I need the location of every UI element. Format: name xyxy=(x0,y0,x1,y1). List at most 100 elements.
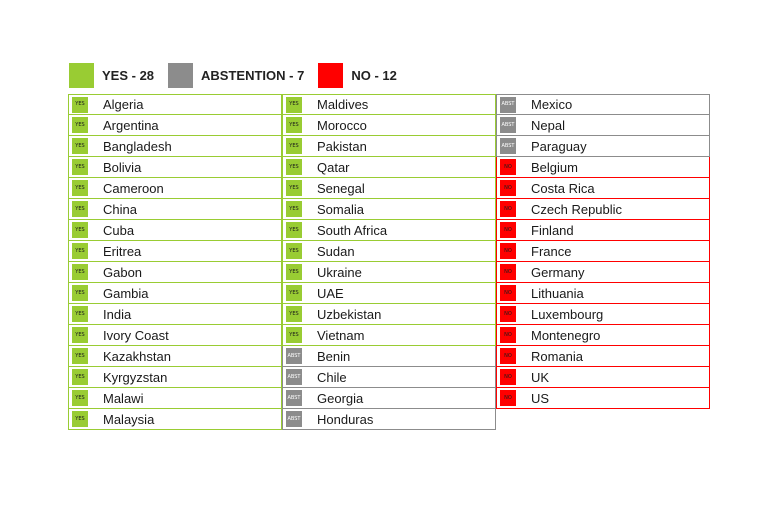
vote-column-2: YES Maldives YES Morocco YES Pakistan YES Qatar… xyxy=(282,94,496,430)
vote-yes-badge: YES xyxy=(72,327,88,343)
country-row: ABST Georgia xyxy=(282,388,496,409)
legend-no-swatch xyxy=(318,62,344,88)
country-name: UAE xyxy=(317,285,344,301)
vote-yes-badge: YES xyxy=(72,201,88,217)
vote-abst-badge: ABST xyxy=(500,96,516,113)
country-row: YES Gambia xyxy=(68,283,282,304)
country-row: ABST Honduras xyxy=(282,409,496,430)
country-name: Czech Republic xyxy=(531,201,623,217)
vote-no-badge: NO xyxy=(500,159,516,175)
country-row: NO Germany xyxy=(496,262,710,283)
country-row: YES Malaysia xyxy=(68,409,282,430)
country-row: ABST Benin xyxy=(282,346,496,367)
country-name: Kazakhstan xyxy=(103,348,171,364)
vote-yes-badge: YES xyxy=(286,306,302,322)
vote-abst-badge: ABST xyxy=(286,348,302,364)
vote-yes-badge: YES xyxy=(286,96,302,113)
vote-yes-badge: YES xyxy=(286,243,302,259)
vote-yes-badge: YES xyxy=(286,159,302,175)
legend-yes: YES - 28 xyxy=(69,62,155,88)
country-name: Malaysia xyxy=(103,411,155,427)
country-name: South Africa xyxy=(317,222,388,238)
country-row: YES Cuba xyxy=(68,220,282,241)
country-row: NO Lithuania xyxy=(496,283,710,304)
country-row: NO Czech Republic xyxy=(496,199,710,220)
vote-no-badge: NO xyxy=(500,369,516,385)
vote-no-badge: NO xyxy=(500,390,516,406)
country-name: Montenegro xyxy=(531,327,601,343)
country-name: Nepal xyxy=(531,117,565,133)
legend-abstention-swatch xyxy=(168,62,194,88)
vote-column-3: ABST Mexico ABST Nepal ABST Paraguay NO Belgium… xyxy=(496,94,710,409)
country-name: Pakistan xyxy=(317,138,367,154)
country-name: Lithuania xyxy=(531,285,584,301)
legend-yes-label: YES - 28 xyxy=(102,67,155,83)
vote-no-badge: NO xyxy=(500,180,516,196)
country-name: Germany xyxy=(531,264,585,280)
country-name: Uzbekistan xyxy=(317,306,382,322)
vote-yes-badge: YES xyxy=(72,285,88,301)
country-name: Honduras xyxy=(317,411,374,427)
country-name: Somalia xyxy=(317,201,364,217)
country-name: Kyrgyzstan xyxy=(103,369,168,385)
country-name: Gabon xyxy=(103,264,143,280)
vote-abst-badge: ABST xyxy=(286,411,302,427)
country-row: YES Senegal xyxy=(282,178,496,199)
country-name: Finland xyxy=(531,222,574,238)
vote-yes-badge: YES xyxy=(286,201,302,217)
country-row: NO UK xyxy=(496,367,710,388)
country-row: YES Cameroon xyxy=(68,178,282,199)
country-name: Senegal xyxy=(317,180,365,196)
country-name: Mexico xyxy=(531,97,573,112)
vote-yes-badge: YES xyxy=(72,96,88,113)
country-name: Malawi xyxy=(103,390,144,406)
country-name: Cameroon xyxy=(103,180,164,196)
vote-no-badge: NO xyxy=(500,201,516,217)
country-row: NO France xyxy=(496,241,710,262)
vote-yes-badge: YES xyxy=(72,348,88,364)
country-row: YES Bangladesh xyxy=(68,136,282,157)
country-name: Gambia xyxy=(103,285,149,301)
vote-yes-badge: YES xyxy=(72,117,88,133)
country-row: YES Algeria xyxy=(68,94,282,115)
vote-yes-badge: YES xyxy=(286,180,302,196)
vote-legend: YES - 28 ABSTENTION - 7 NO - 12 xyxy=(69,62,411,88)
country-name: Belgium xyxy=(531,159,578,175)
vote-abst-badge: ABST xyxy=(286,390,302,406)
country-row: YES Bolivia xyxy=(68,157,282,178)
vote-no-badge: NO xyxy=(500,306,516,322)
country-row: YES UAE xyxy=(282,283,496,304)
country-row: YES India xyxy=(68,304,282,325)
vote-table: YES Algeria YES Argentina YES Bangladesh YES Bo… xyxy=(68,94,710,454)
vote-abst-badge: ABST xyxy=(500,117,516,133)
country-name: Morocco xyxy=(317,117,367,133)
country-row: YES Maldives xyxy=(282,94,496,115)
country-row: YES Morocco xyxy=(282,115,496,136)
vote-no-badge: NO xyxy=(500,348,516,364)
legend-abstention-label: ABSTENTION - 7 xyxy=(201,67,305,83)
legend-no: NO - 12 xyxy=(318,62,397,88)
vote-no-badge: NO xyxy=(500,222,516,238)
country-row: ABST Mexico xyxy=(496,94,710,115)
country-name: US xyxy=(531,390,550,406)
country-name: Maldives xyxy=(317,97,369,112)
country-name: Argentina xyxy=(103,117,159,133)
country-row: NO Belgium xyxy=(496,157,710,178)
vote-no-badge: NO xyxy=(500,285,516,301)
vote-no-badge: NO xyxy=(500,264,516,280)
country-row: YES Kyrgyzstan xyxy=(68,367,282,388)
legend-no-label: NO - 12 xyxy=(351,67,397,83)
country-name: Romania xyxy=(531,348,584,364)
vote-abst-badge: ABST xyxy=(286,369,302,385)
vote-no-badge: NO xyxy=(500,327,516,343)
country-row: YES Somalia xyxy=(282,199,496,220)
country-row: NO Montenegro xyxy=(496,325,710,346)
vote-yes-badge: YES xyxy=(286,264,302,280)
country-row: YES Gabon xyxy=(68,262,282,283)
country-row: ABST Chile xyxy=(282,367,496,388)
country-name: Qatar xyxy=(317,159,350,175)
country-row: NO Luxembourg xyxy=(496,304,710,325)
country-name: Luxembourg xyxy=(531,306,604,322)
country-row: YES Sudan xyxy=(282,241,496,262)
vote-column-1: YES Algeria YES Argentina YES Bangladesh YES Bo… xyxy=(68,94,282,430)
